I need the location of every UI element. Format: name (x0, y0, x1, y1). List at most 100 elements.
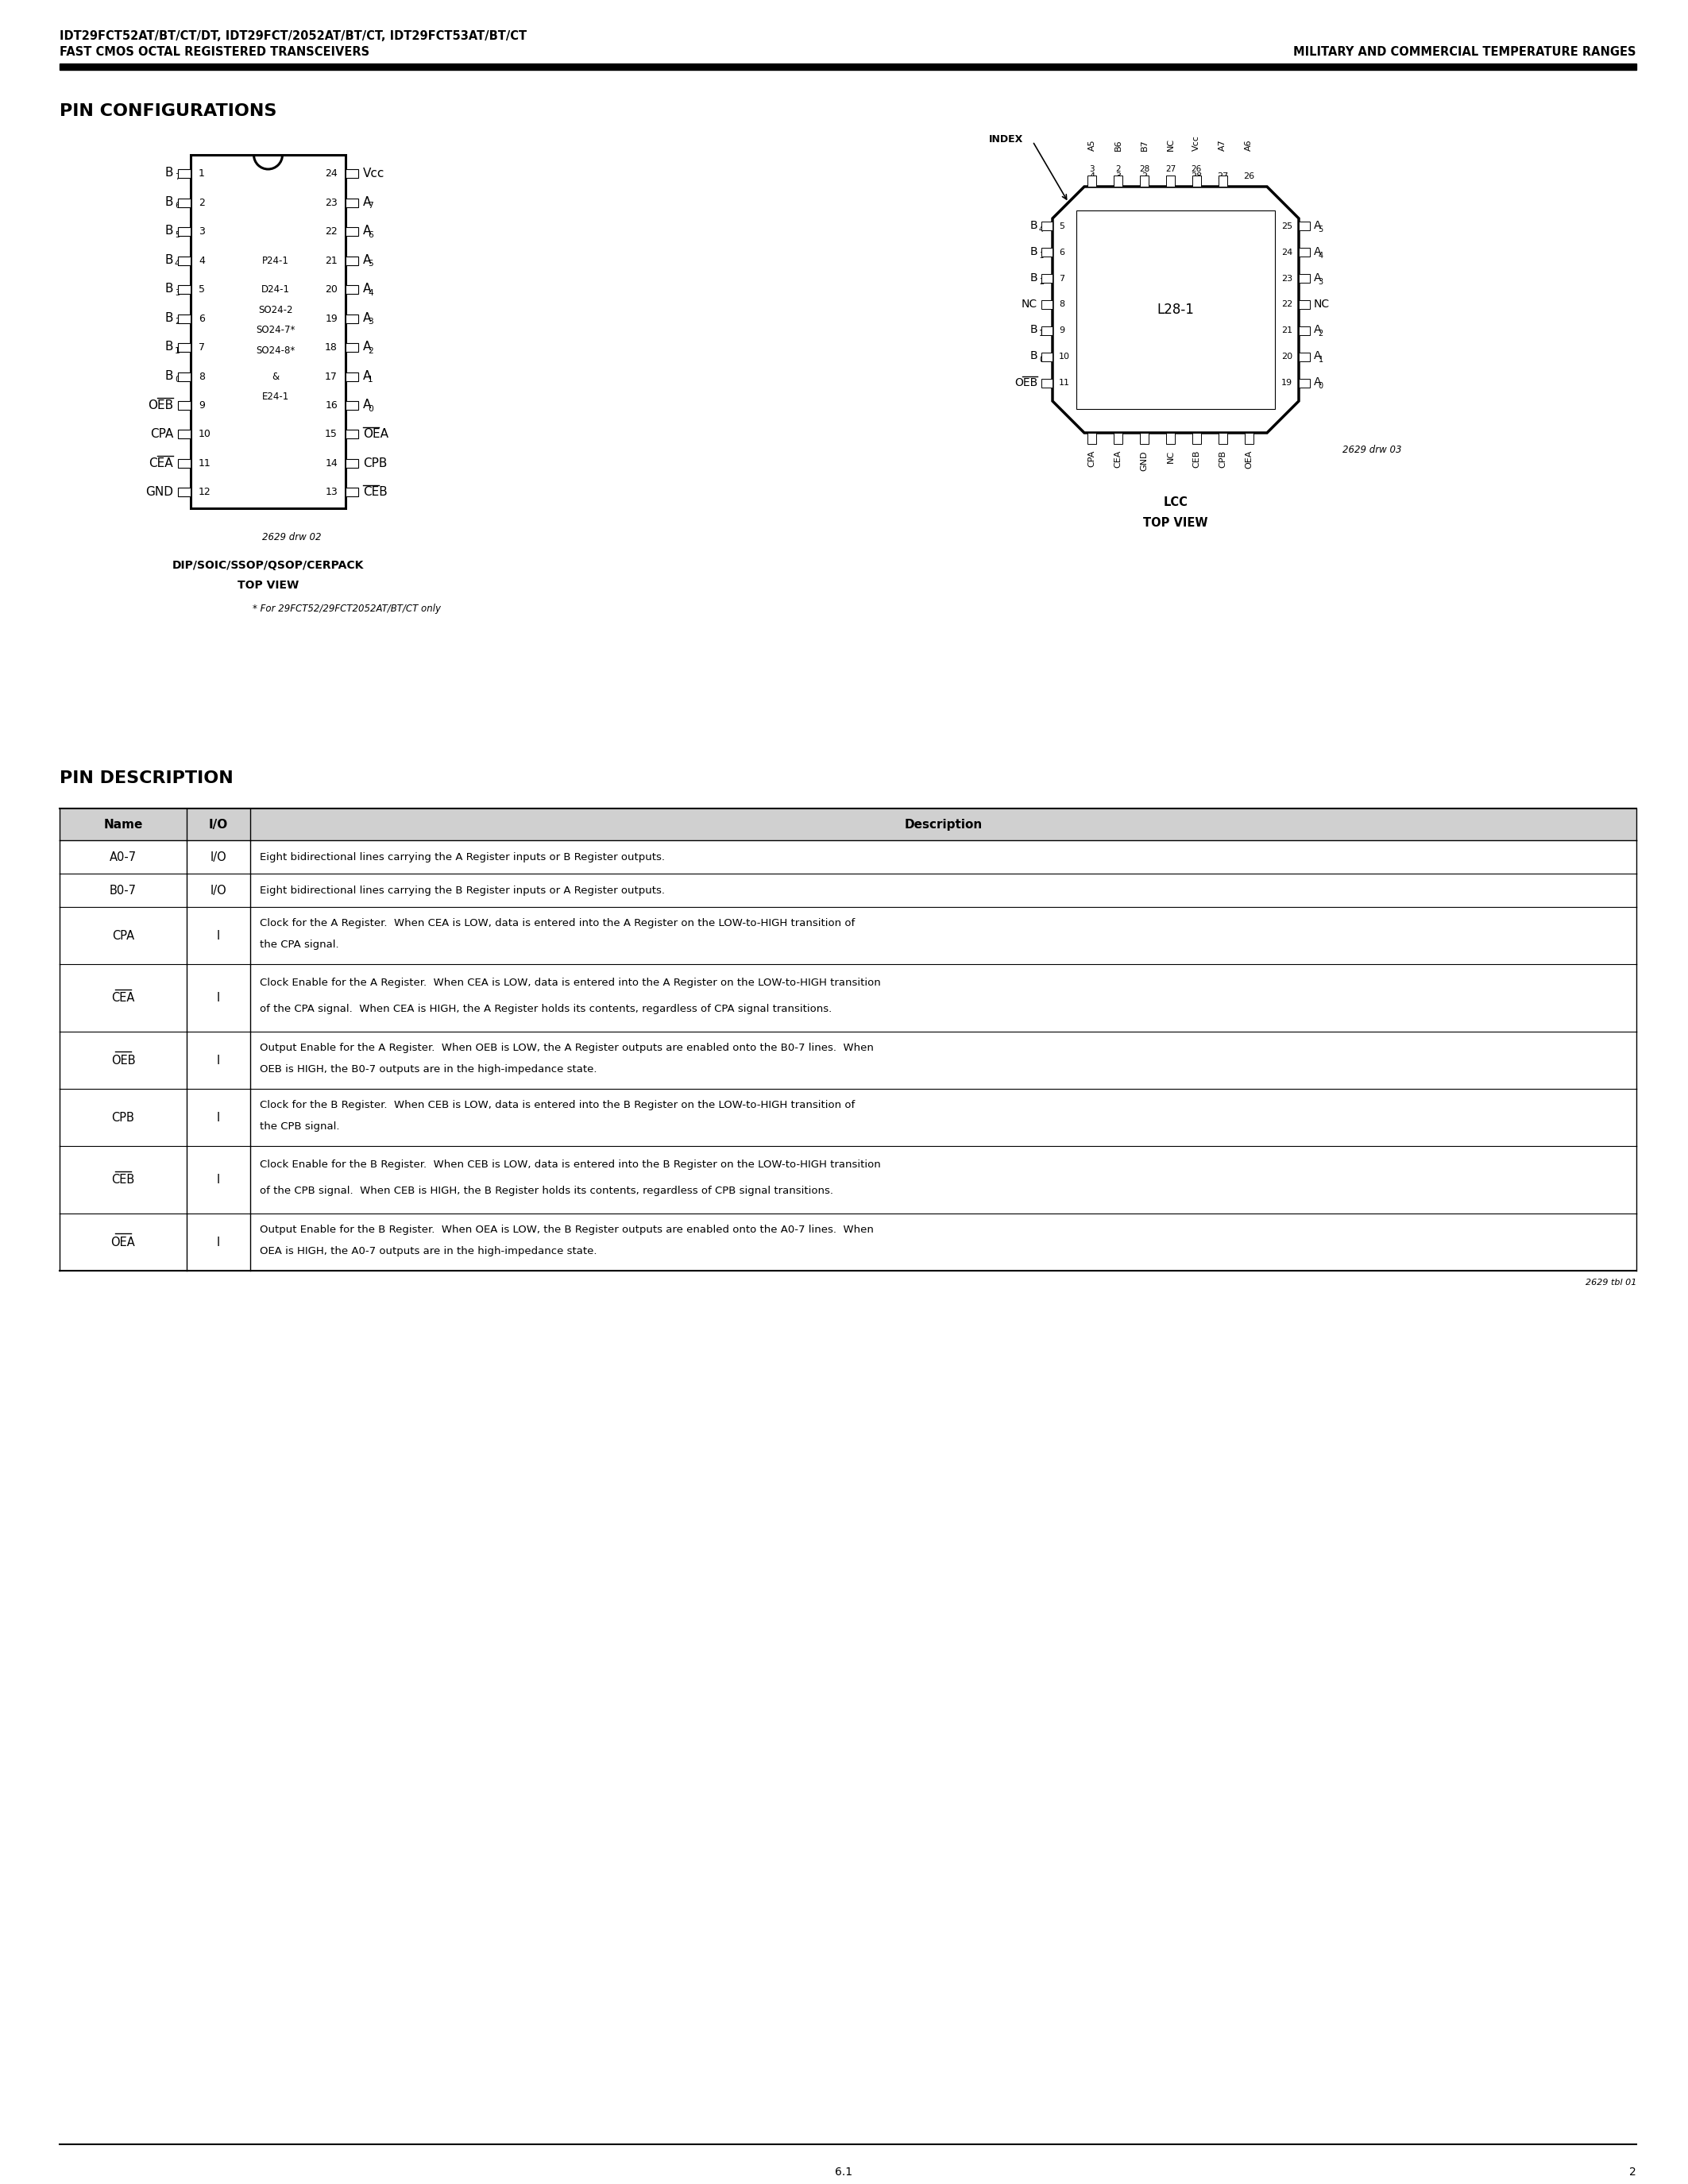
Text: 2: 2 (176, 317, 181, 325)
Bar (346, 430, 358, 439)
Text: 3: 3 (199, 227, 204, 236)
Text: B: B (165, 282, 174, 295)
Text: CPA: CPA (1089, 450, 1096, 467)
Text: 4: 4 (1040, 225, 1043, 234)
Text: Clock for the B Register.  When CEB is LOW, data is entered into the B Register : Clock for the B Register. When CEB is LO… (260, 1101, 854, 1109)
Text: B0-7: B0-7 (110, 885, 137, 895)
Text: 3: 3 (1318, 277, 1323, 286)
Text: I: I (216, 1055, 219, 1066)
Text: 2629 drw 03: 2629 drw 03 (1342, 446, 1401, 454)
Text: MILITARY AND COMMERCIAL TEMPERATURE RANGES: MILITARY AND COMMERCIAL TEMPERATURE RANG… (1293, 46, 1636, 59)
Text: SO24-8*: SO24-8* (257, 345, 295, 356)
Text: D24-1: D24-1 (262, 284, 290, 295)
Text: 2: 2 (368, 347, 373, 354)
Text: A: A (1313, 349, 1322, 363)
Text: 9: 9 (1058, 328, 1065, 334)
Bar (1298, 352, 1310, 360)
Text: 12: 12 (1087, 435, 1097, 443)
Text: CPA: CPA (111, 930, 135, 941)
Text: 19: 19 (326, 312, 338, 323)
Bar (1114, 175, 1123, 186)
Bar (177, 314, 191, 323)
Text: 15: 15 (326, 430, 338, 439)
Text: 11: 11 (1058, 378, 1070, 387)
Text: 6: 6 (1058, 249, 1065, 256)
Text: 6.1: 6.1 (836, 2167, 852, 2177)
Bar (177, 227, 191, 236)
Bar (346, 371, 358, 380)
Text: 3: 3 (1040, 251, 1043, 260)
Text: 7: 7 (176, 173, 181, 181)
Text: * For 29FCT52/29FCT2052AT/BT/CT only: * For 29FCT52/29FCT2052AT/BT/CT only (252, 603, 441, 614)
Text: 20: 20 (326, 284, 338, 295)
Text: 3: 3 (1089, 166, 1096, 173)
Text: 3: 3 (1116, 173, 1121, 181)
Text: OEA: OEA (111, 1236, 135, 1247)
Text: 8: 8 (1058, 301, 1065, 308)
Text: A: A (1313, 323, 1322, 336)
Text: PIN DESCRIPTION: PIN DESCRIPTION (59, 771, 233, 786)
Text: I: I (216, 1112, 219, 1123)
Text: 0: 0 (1318, 382, 1323, 391)
Text: 14: 14 (1139, 435, 1150, 443)
Text: 26: 26 (1242, 173, 1254, 181)
Text: 1: 1 (199, 168, 204, 179)
Text: P24-1: P24-1 (262, 256, 289, 266)
Text: I/O: I/O (211, 885, 226, 895)
Bar (1139, 432, 1150, 443)
Bar (1219, 175, 1227, 186)
Text: 4: 4 (199, 256, 204, 266)
Text: 8: 8 (199, 371, 204, 382)
Text: Output Enable for the B Register.  When OEA is LOW, the B Register outputs are e: Output Enable for the B Register. When O… (260, 1225, 874, 1234)
Text: NC: NC (1166, 450, 1175, 463)
Text: 0: 0 (1040, 356, 1043, 365)
Text: 27: 27 (1217, 173, 1229, 181)
Text: DIP/SOIC/SSOP/QSOP/CERPACK: DIP/SOIC/SSOP/QSOP/CERPACK (172, 559, 365, 570)
Bar (177, 199, 191, 207)
Text: B: B (1030, 221, 1038, 232)
Text: 6: 6 (199, 312, 204, 323)
Text: 7: 7 (199, 343, 204, 352)
Bar (346, 459, 358, 467)
Bar (177, 430, 191, 439)
Bar (346, 402, 358, 411)
Text: B6: B6 (1114, 140, 1123, 151)
Text: CEB: CEB (363, 487, 388, 498)
Text: 5: 5 (1058, 223, 1065, 229)
Text: CEA: CEA (149, 456, 174, 470)
Bar (1192, 175, 1200, 186)
Text: 18: 18 (326, 343, 338, 352)
Text: A: A (363, 312, 371, 323)
Text: 5: 5 (176, 232, 181, 238)
Text: 26: 26 (1192, 166, 1202, 173)
Bar (346, 170, 358, 179)
Bar (1298, 223, 1310, 232)
Text: 7: 7 (368, 201, 373, 210)
Text: L28-1: L28-1 (1156, 304, 1195, 317)
Text: Clock Enable for the A Register.  When CEA is LOW, data is entered into the A Re: Clock Enable for the A Register. When CE… (260, 978, 881, 987)
Text: 0: 0 (368, 404, 373, 413)
Text: 1: 1 (176, 347, 181, 354)
Bar (1087, 432, 1097, 443)
Text: 13: 13 (1112, 435, 1124, 443)
Text: Vcc: Vcc (1192, 135, 1200, 151)
Bar (177, 371, 191, 380)
Bar (346, 314, 358, 323)
Text: I: I (216, 992, 219, 1005)
Text: 7: 7 (1058, 275, 1065, 282)
Text: Output Enable for the A Register.  When OEB is LOW, the A Register outputs are e: Output Enable for the A Register. When O… (260, 1042, 874, 1053)
Text: GND: GND (1141, 450, 1148, 470)
Bar (1219, 432, 1227, 443)
Text: 2: 2 (1141, 173, 1148, 181)
Text: 10: 10 (199, 430, 211, 439)
Text: 4: 4 (368, 288, 373, 297)
Bar (1166, 432, 1175, 443)
Text: 12: 12 (199, 487, 211, 498)
Bar (59, 808, 1636, 841)
Text: 20: 20 (1281, 354, 1293, 360)
Text: 6: 6 (368, 232, 373, 238)
Text: B: B (165, 253, 174, 266)
Bar (177, 402, 191, 411)
Bar (1192, 432, 1200, 443)
Text: A: A (363, 253, 371, 266)
